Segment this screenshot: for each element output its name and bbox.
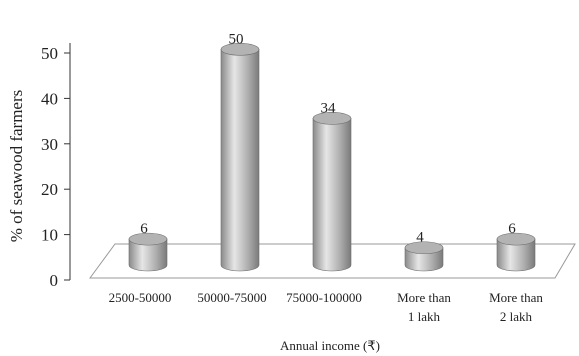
- y-tick-label: 20: [41, 180, 58, 199]
- bar-top: [496, 232, 536, 246]
- y-tick-label: 40: [41, 89, 58, 108]
- bar: [404, 241, 444, 272]
- x-category-label: More than 2 lakh: [489, 290, 543, 324]
- bar-body: [220, 49, 260, 272]
- bar: [496, 232, 536, 272]
- bar: [312, 112, 352, 272]
- data-label: 6: [508, 221, 516, 237]
- data-label: 34: [321, 100, 337, 116]
- y-tick-label: 10: [41, 226, 58, 245]
- data-label: 50: [229, 31, 244, 47]
- data-labels: 6 50 34 4 6: [140, 31, 516, 245]
- y-tick-label: 50: [41, 44, 58, 63]
- data-label: 4: [416, 230, 424, 246]
- data-label: 6: [140, 221, 148, 237]
- x-category-label: More than 1 lakh: [397, 290, 451, 324]
- floor-outline: [89, 243, 576, 279]
- bar-top: [128, 232, 168, 246]
- y-axis-title: % of seawood farmers: [7, 90, 26, 242]
- y-tick-label: 0: [50, 271, 59, 290]
- chart-floor: [89, 243, 576, 279]
- x-axis-category-labels: 2500-50000 50000-75000 75000-100000 More th…: [109, 290, 544, 324]
- x-category-label: 50000-75000: [197, 290, 266, 305]
- bar-top: [404, 241, 444, 255]
- bar-top: [312, 112, 352, 125]
- bar: [128, 232, 168, 272]
- bar: [220, 43, 260, 272]
- bar-body: [312, 118, 352, 272]
- x-category-label: 75000-100000: [286, 290, 362, 305]
- y-tick-label: 30: [41, 135, 58, 154]
- x-category-label: 2500-50000: [109, 290, 172, 305]
- bars: [128, 43, 536, 272]
- x-axis-title: Annual income (₹): [280, 338, 380, 353]
- bar-body: [496, 238, 536, 272]
- bar-top: [220, 43, 260, 56]
- bar-body: [128, 238, 168, 272]
- bar-body: [404, 247, 444, 272]
- y-axis-ticks: 0 10 20 30 40 50: [41, 44, 70, 290]
